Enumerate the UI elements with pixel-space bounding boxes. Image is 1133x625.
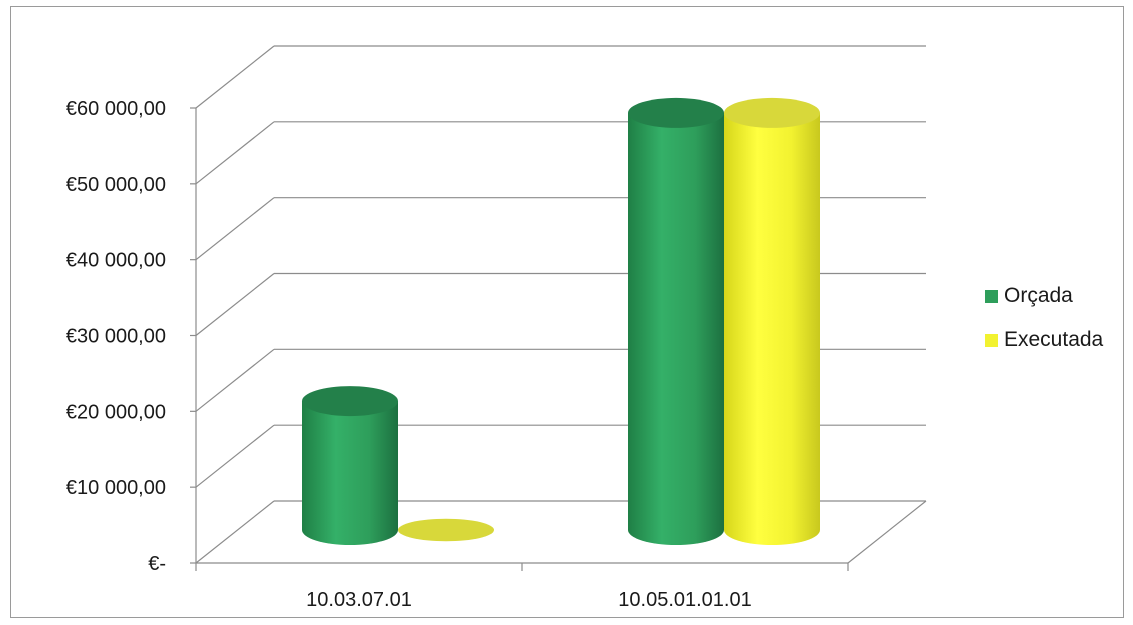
gridline-side xyxy=(195,348,275,412)
gridline-side xyxy=(195,500,275,564)
gridline-side xyxy=(195,273,275,336)
gridline-side xyxy=(195,45,275,109)
floor-right-edge xyxy=(847,500,927,564)
legend-label-orcada: Orçada xyxy=(1004,284,1073,307)
bar-executada-1 xyxy=(724,112,820,546)
bars xyxy=(302,97,820,546)
gridline-side xyxy=(195,424,275,488)
legend-swatch-executada xyxy=(985,333,998,347)
bar-orcada-0 xyxy=(302,401,398,545)
axes xyxy=(190,107,849,571)
y-tick-label: €50 000,00 xyxy=(66,174,166,196)
legend-item-orcada: Orçada xyxy=(985,282,1103,310)
y-tick-label: €- xyxy=(148,553,166,575)
bar-top-executada-1 xyxy=(724,97,820,128)
legend: Orçada Executada xyxy=(985,282,1103,370)
legend-label-executada: Executada xyxy=(1004,328,1104,351)
x-tick-label: 10.05.01.01.01 xyxy=(618,589,751,611)
legend-swatch-orcada xyxy=(985,289,998,303)
y-tick-label: €10 000,00 xyxy=(66,477,166,499)
bar-top-orcada-1 xyxy=(628,97,724,128)
gridline-side xyxy=(195,121,275,185)
bar-orcada-1 xyxy=(628,112,724,546)
y-tick-label: €40 000,00 xyxy=(66,250,166,272)
gridline-side xyxy=(195,197,275,261)
bar-top-executada-0 xyxy=(398,518,494,542)
tick-labels: €- €10 000,00 €20 000,00 €30 000,00 €40 000,… xyxy=(66,98,752,611)
y-tick-label: €30 000,00 xyxy=(66,326,166,348)
y-tick-label: €20 000,00 xyxy=(66,401,166,423)
legend-item-executada: Executada xyxy=(985,326,1103,354)
x-tick-label: 10.03.07.01 xyxy=(306,589,412,611)
y-tick-label: €60 000,00 xyxy=(66,98,166,120)
bar-top-orcada-0 xyxy=(302,386,398,417)
